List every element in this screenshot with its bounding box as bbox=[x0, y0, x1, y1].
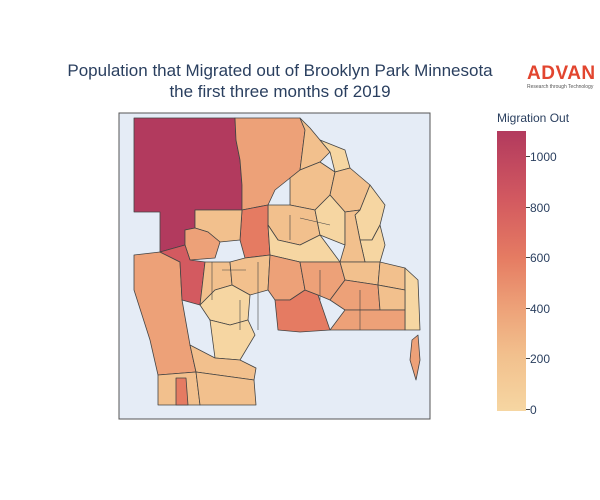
colorbar-tick: 200 bbox=[530, 352, 551, 366]
colorbar-tick: 400 bbox=[530, 302, 551, 316]
tick-mark bbox=[526, 409, 530, 410]
tick-mark bbox=[526, 257, 530, 258]
colorbar-title: Migration Out bbox=[497, 111, 570, 125]
colorbar-tick: 1000 bbox=[530, 150, 557, 164]
colorbar-tick: 600 bbox=[530, 251, 551, 265]
title-line-2: the first three months of 2019 bbox=[169, 82, 391, 101]
tick-mark bbox=[526, 156, 530, 157]
tract-south-4 bbox=[175, 377, 189, 406]
tick-mark bbox=[526, 308, 530, 309]
tract-mid-3 bbox=[339, 209, 366, 263]
tick-mark bbox=[526, 207, 530, 208]
logo-wordmark: ADVAN bbox=[527, 63, 596, 84]
title-line-1: Population that Migrated out of Brooklyn… bbox=[67, 61, 493, 80]
chart-title: Population that Migrated out of Brooklyn… bbox=[20, 60, 540, 102]
colorbar-tick: 0 bbox=[530, 403, 537, 417]
tick-mark bbox=[526, 358, 530, 359]
tract-river-south bbox=[409, 334, 421, 381]
colorbar bbox=[497, 131, 526, 411]
tract-center-4 bbox=[274, 289, 331, 333]
colorbar-tick: 800 bbox=[530, 201, 551, 215]
tract-mid-4 bbox=[239, 204, 271, 259]
advan-logo: ADVAN Research through Technology bbox=[527, 64, 597, 90]
tract-south-5 bbox=[195, 371, 257, 406]
logo-tagline: Research through Technology bbox=[527, 84, 594, 90]
tract-east-6 bbox=[329, 309, 406, 331]
tract-east-3 bbox=[404, 267, 421, 331]
